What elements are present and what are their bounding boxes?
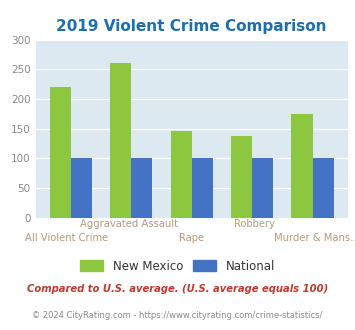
Bar [71, 158, 92, 218]
Bar [170, 131, 192, 218]
Bar [131, 158, 152, 218]
Bar [110, 63, 131, 218]
Bar [252, 158, 273, 218]
Text: Aggravated Assault: Aggravated Assault [80, 219, 178, 229]
Title: 2019 Violent Crime Comparison: 2019 Violent Crime Comparison [56, 19, 327, 34]
Bar [192, 158, 213, 218]
Bar [231, 136, 252, 218]
Bar [50, 87, 71, 218]
Text: Murder & Mans...: Murder & Mans... [274, 233, 355, 243]
Text: © 2024 CityRating.com - https://www.cityrating.com/crime-statistics/: © 2024 CityRating.com - https://www.city… [32, 312, 323, 320]
Text: All Violent Crime: All Violent Crime [25, 233, 108, 243]
Legend: New Mexico, National: New Mexico, National [75, 255, 280, 278]
Text: Rape: Rape [179, 233, 204, 243]
Bar [312, 158, 334, 218]
Bar [291, 115, 312, 218]
Text: Compared to U.S. average. (U.S. average equals 100): Compared to U.S. average. (U.S. average … [27, 284, 328, 294]
Text: Robbery: Robbery [234, 219, 275, 229]
